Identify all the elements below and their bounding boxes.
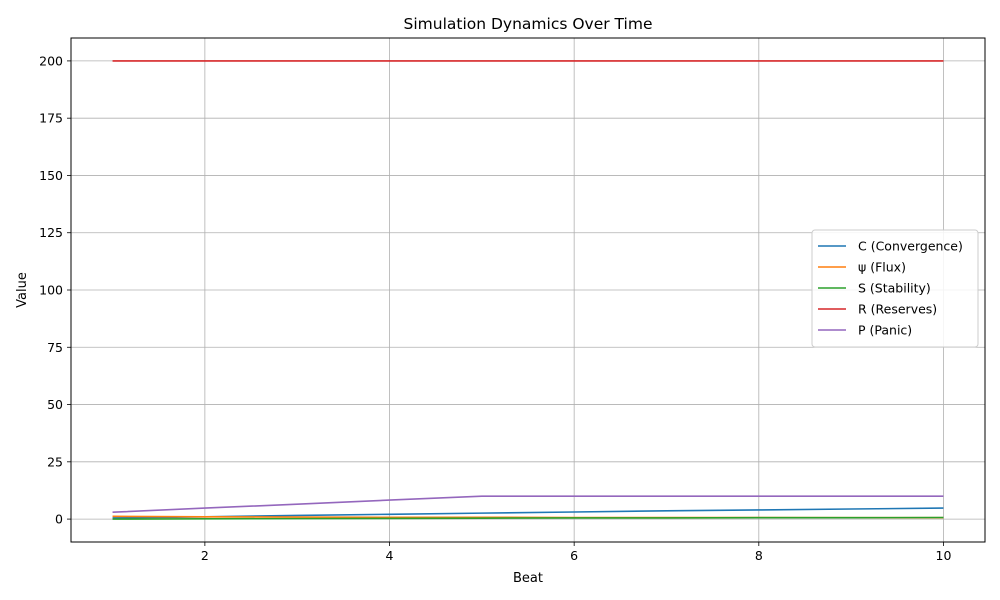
y-axis-label: Value bbox=[15, 272, 30, 308]
legend-box bbox=[811, 229, 979, 348]
series-lines bbox=[112, 60, 944, 520]
legend-label: P (Panic) bbox=[858, 323, 912, 338]
y-tick-label: 150 bbox=[39, 168, 63, 183]
y-tick-label: 50 bbox=[47, 397, 63, 412]
legend-label: C (Convergence) bbox=[858, 239, 963, 254]
y-tick-label: 125 bbox=[39, 225, 63, 240]
x-axis-label: Beat bbox=[513, 571, 543, 586]
y-axis-ticks: 0 25 50 75 100 125 150 175 200 bbox=[39, 53, 71, 527]
y-tick-label: 0 bbox=[55, 512, 63, 527]
y-tick-label: 200 bbox=[39, 53, 63, 68]
x-tick-label: 2 bbox=[201, 548, 209, 563]
y-tick-label: 100 bbox=[39, 283, 63, 298]
x-tick-label: 8 bbox=[755, 548, 763, 563]
y-tick-label: 75 bbox=[47, 340, 63, 355]
x-tick-label: 4 bbox=[386, 548, 394, 563]
series-line-2 bbox=[112, 516, 944, 520]
legend-label: R (Reserves) bbox=[858, 302, 937, 317]
series-line-4 bbox=[112, 495, 944, 514]
x-tick-label: 10 bbox=[936, 548, 952, 563]
x-tick-label: 6 bbox=[570, 548, 578, 563]
legend-label: S (Stability) bbox=[858, 281, 931, 296]
legend: C (Convergence) ψ (Flux) S (Stability) R (R… bbox=[811, 229, 979, 348]
chart-title: Simulation Dynamics Over Time bbox=[404, 15, 653, 33]
y-tick-label: 175 bbox=[39, 111, 63, 126]
x-axis-ticks: 2 4 6 8 10 bbox=[201, 542, 952, 563]
series-line-0 bbox=[112, 507, 944, 519]
y-tick-label: 25 bbox=[47, 454, 63, 469]
legend-label: ψ (Flux) bbox=[858, 260, 906, 275]
